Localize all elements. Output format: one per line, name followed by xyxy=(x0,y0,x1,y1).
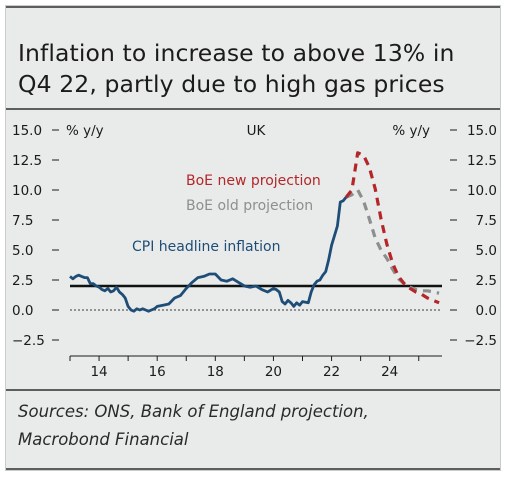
x-tick-label: 16 xyxy=(149,364,166,380)
series-annotation: BoE new projection xyxy=(186,173,321,189)
line-chart: 15.0 15.0 12.5 12.5 10.0 10.0 7.5 7.5 5.0 5.0 2.5 2… xyxy=(12,123,497,380)
x-tick-label: 14 xyxy=(90,364,107,380)
y-tick-label-left: 2.5 xyxy=(12,273,33,289)
y-tick-label-left: 15.0 xyxy=(12,123,42,139)
sources-line-2: Macrobond Financial xyxy=(18,430,189,449)
chart-title: Inflation to increase to above 13% in Q4… xyxy=(18,39,455,98)
x-tick-label: 18 xyxy=(207,364,224,380)
title-rule xyxy=(6,108,500,110)
y-tick-label-right: −2.5 xyxy=(464,333,497,349)
series-line-1 xyxy=(344,151,440,305)
series-annotation: BoE old projection xyxy=(186,198,313,214)
chart-card: Inflation to increase to above 13% in Q4… xyxy=(5,5,501,471)
x-tick-label: 22 xyxy=(323,364,340,380)
panel-label: UK xyxy=(247,123,267,139)
series-annotation: CPI headline inflation xyxy=(132,239,280,255)
y-tick-label-right: 10.0 xyxy=(467,183,497,199)
y-tick-label-right: 15.0 xyxy=(467,123,497,139)
top-rule xyxy=(6,6,500,8)
series-line-0 xyxy=(69,196,348,313)
y-tick-label-left: 10.0 xyxy=(12,183,42,199)
y-axis-unit-left: % y/y xyxy=(66,123,104,139)
sources-line-1: Sources: ONS, Bank of England projection… xyxy=(18,402,369,421)
y-tick-label-right: 7.5 xyxy=(476,213,497,229)
y-tick-label-left: 7.5 xyxy=(12,213,33,229)
series-line-2 xyxy=(345,188,440,295)
y-tick-label-right: 2.5 xyxy=(476,273,497,289)
chart-rule xyxy=(6,389,500,391)
y-tick-label-right: 0.0 xyxy=(476,303,497,319)
x-tick-label: 20 xyxy=(265,364,282,380)
y-tick-label-left: −2.5 xyxy=(12,333,45,349)
y-tick-label-right: 12.5 xyxy=(467,153,497,169)
y-tick-label-left: 0.0 xyxy=(12,303,33,319)
x-tick-label: 24 xyxy=(381,364,398,380)
y-tick-label-left: 5.0 xyxy=(12,243,33,259)
y-tick-label-left: 12.5 xyxy=(12,153,42,169)
y-axis-unit-right: % y/y xyxy=(392,123,430,139)
y-tick-label-right: 5.0 xyxy=(476,243,497,259)
bottom-rule xyxy=(6,468,500,470)
sources-note: Sources: ONS, Bank of England projection… xyxy=(18,398,488,454)
